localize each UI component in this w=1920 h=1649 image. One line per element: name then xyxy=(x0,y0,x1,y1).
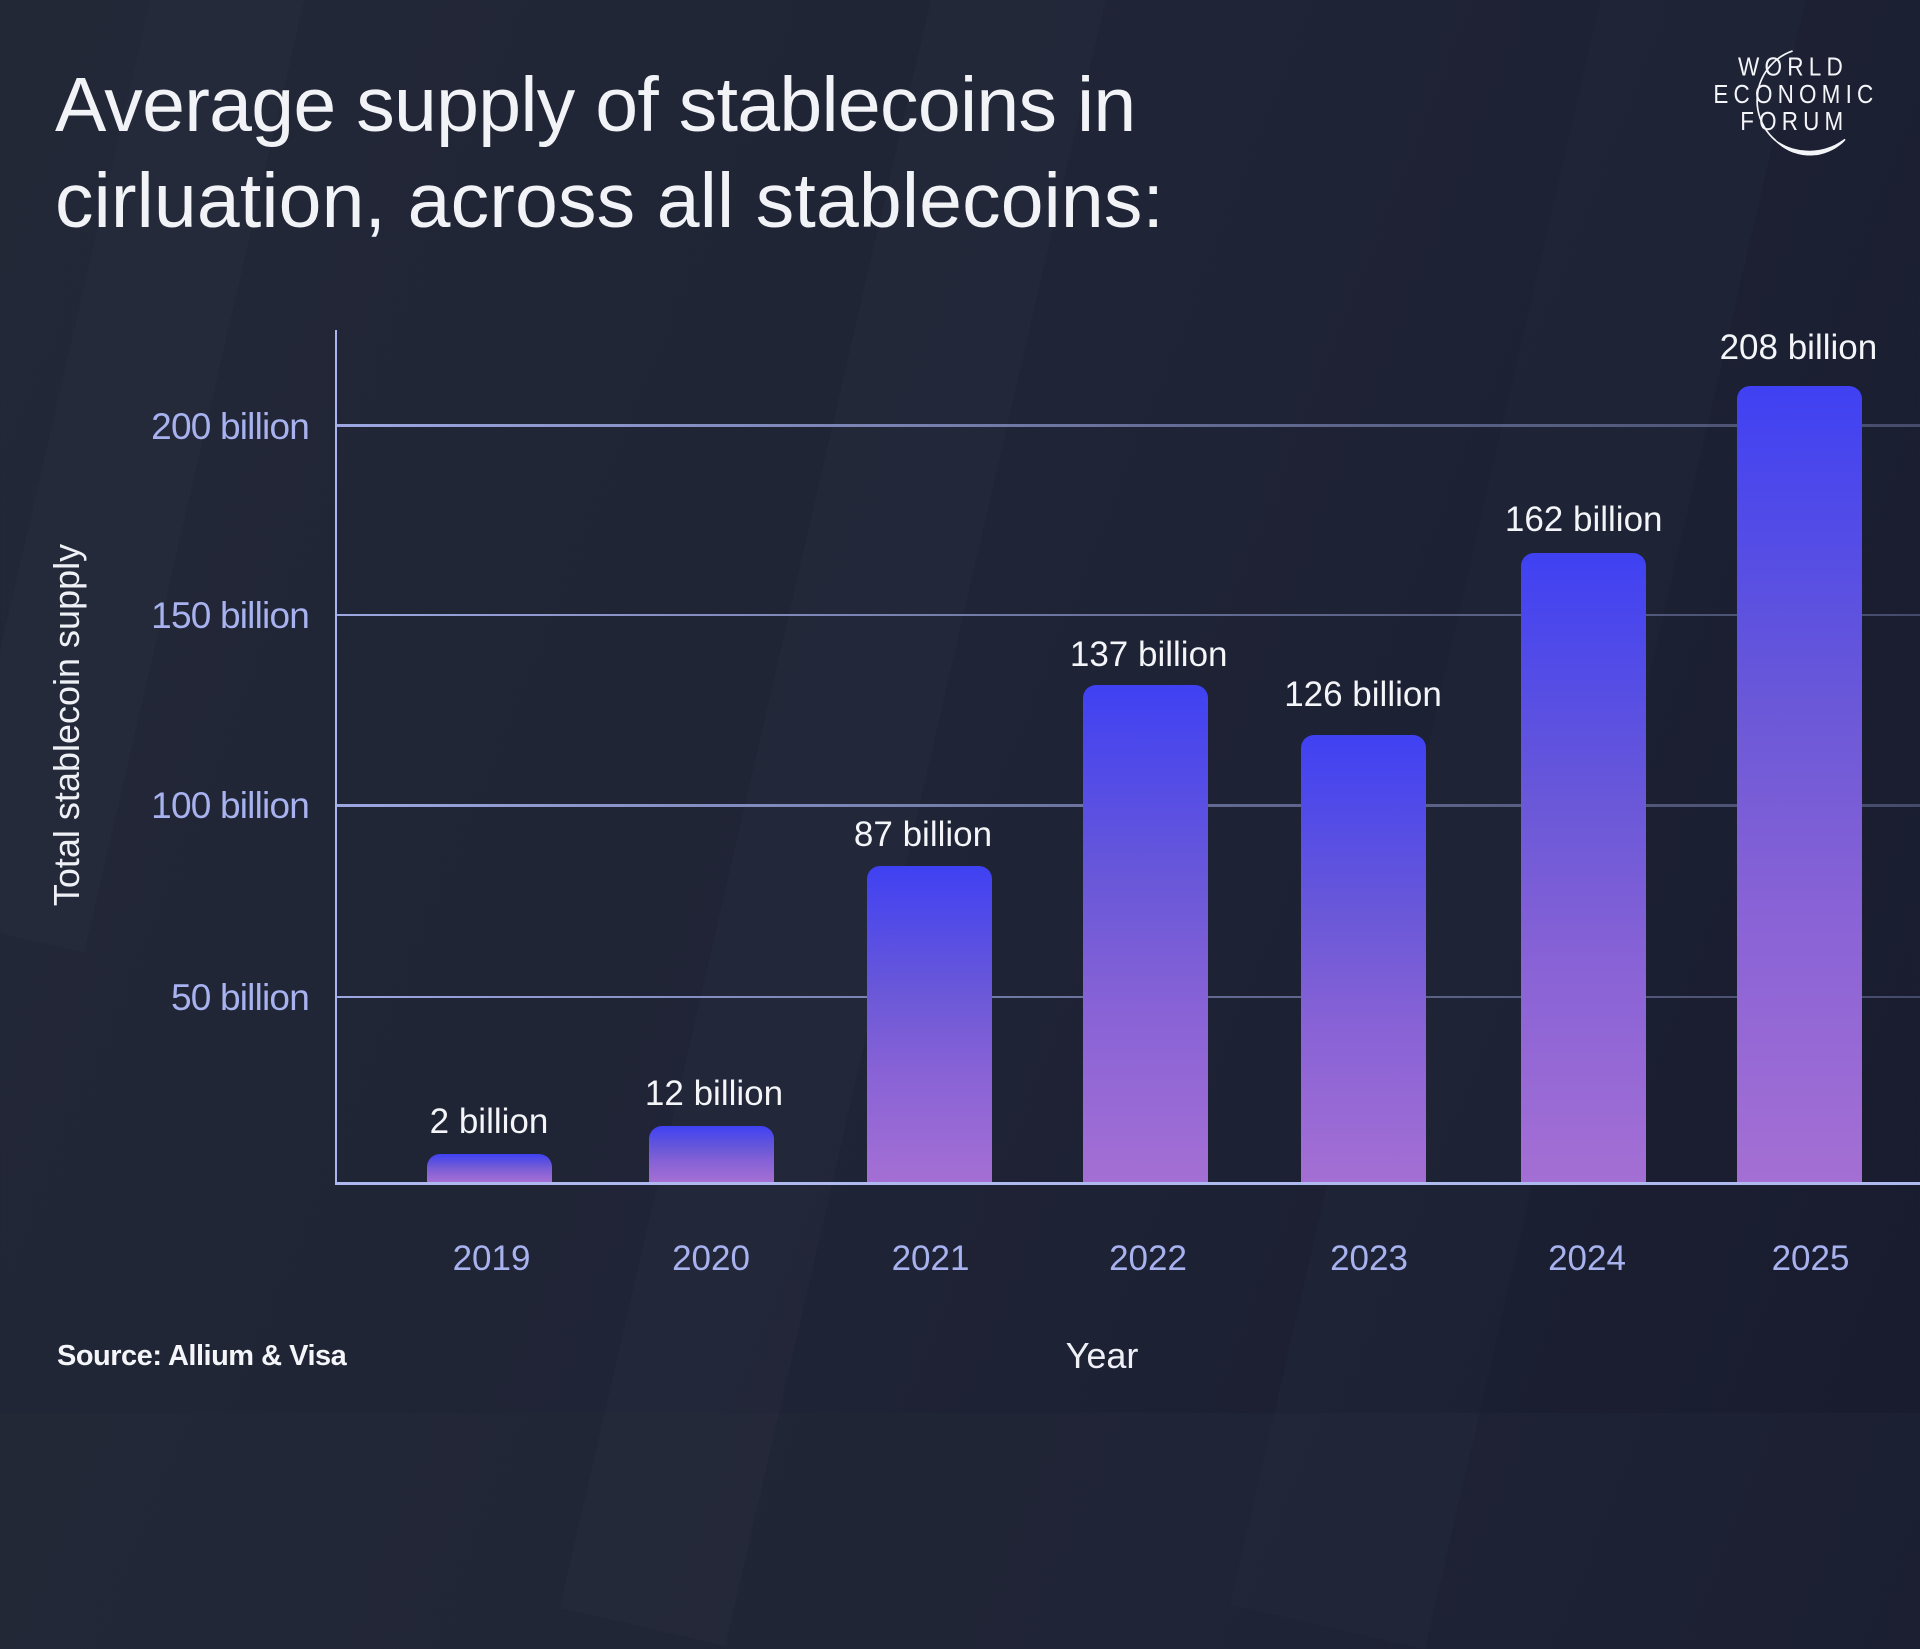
svg-text:WORLD: WORLD xyxy=(1738,51,1848,81)
svg-text:ECONOMIC: ECONOMIC xyxy=(1713,79,1878,109)
svg-text:FORUM: FORUM xyxy=(1740,106,1848,136)
